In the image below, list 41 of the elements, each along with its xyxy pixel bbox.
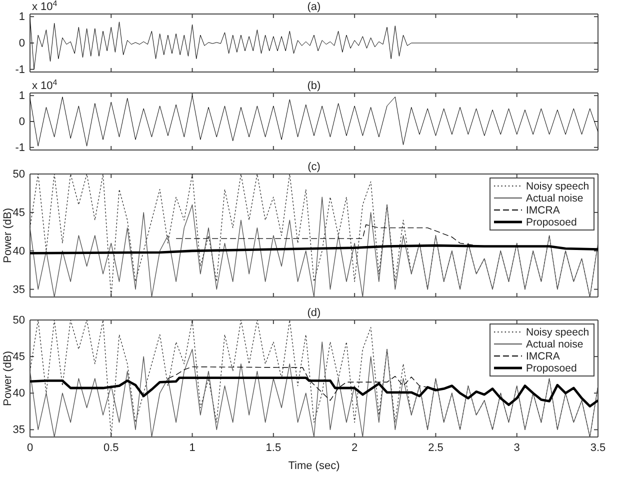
x-tick-label: 3 [514,442,520,454]
chart-title: (c) [308,161,320,173]
y-tick-label: -1 [15,64,25,76]
legend-label: Noisy speech [526,326,590,338]
legend-label: Proposoed [526,216,577,228]
chart-title: (d) [307,307,321,319]
text: x 10$^{4}$ [32,78,58,92]
y-tick-label: 50 [12,314,25,327]
y-tick-label: 0 [18,38,25,50]
y-axis-title: Power (dB) [2,208,14,264]
text: x 10$^{4}$ [32,0,58,13]
legend-label: IMCRA [526,204,560,216]
chart-title: (b) [307,80,321,92]
y-tick-label: 50 [12,168,25,181]
y-tick-label: -1 [15,142,25,154]
x-tick-label: 1 [189,442,196,454]
y-tick-label: 45 [12,351,25,364]
legend-label: Noisy speech [526,180,590,192]
x-tick-label: 1.5 [266,442,282,454]
y-tick-label: 1 [18,11,25,24]
y-tick-label: 1 [18,90,25,102]
x-tick-label: 2.5 [428,442,444,454]
line-series [30,95,598,146]
y-tick-label: 40 [12,245,25,258]
line-series [30,18,598,70]
legend-label: Actual noise [526,338,584,350]
x-tick-label: 0 [26,442,34,454]
x-tick-label: 3.5 [590,442,606,454]
chart-title: (a) [307,1,321,13]
x-axis-title: Time (sec) [288,460,340,472]
y-tick-label: 0 [18,116,25,128]
y-tick-label: 35 [12,284,25,296]
y-axis-title: Power (dB) [2,350,14,406]
legend-label: Actual noise [526,192,584,204]
y-tick-label: 35 [12,424,25,436]
y-tick-label: 40 [12,388,25,400]
legend-label: Proposoed [526,362,577,374]
y-tick-label: 45 [12,206,25,219]
legend-label: IMCRA [526,350,560,362]
x-tick-label: 2 [352,442,358,454]
x-tick-label: 0.5 [103,442,119,454]
